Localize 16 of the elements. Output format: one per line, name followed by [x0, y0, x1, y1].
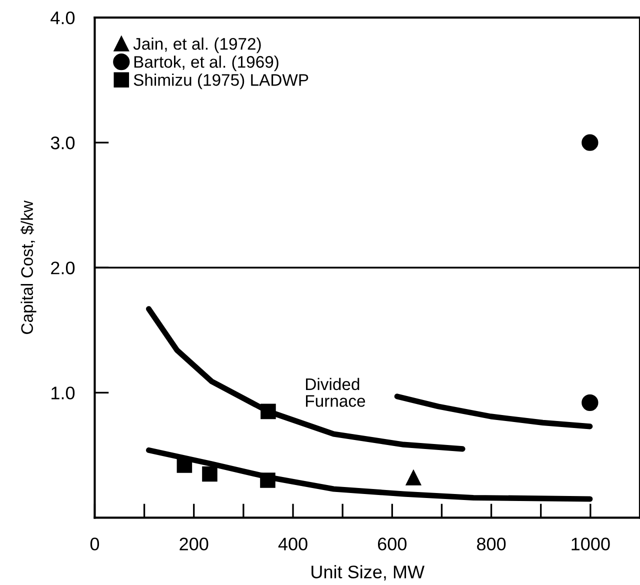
y-tick-label: 1.0	[52, 386, 75, 400]
x-tick-label: 0	[90, 538, 100, 550]
y-tick-label: 3.0	[50, 136, 75, 150]
y-tick-label: 2.0	[51, 262, 75, 274]
legend-label: Bartok, et al. (1969)	[134, 56, 278, 72]
x-tick-label: 400	[278, 538, 308, 550]
annotation: Divided Furnace	[306, 378, 366, 407]
y-tick-label: 4.0	[50, 11, 75, 24]
x-tick-label: 200	[180, 538, 208, 550]
legend-label: Jain, et al. (1972)	[133, 38, 261, 54]
legend-label: Shimizu (1975) LADWP	[134, 74, 308, 90]
x-tick-label: 1000	[572, 538, 610, 550]
y-axis-title: Capital Cost, $/kw	[20, 200, 36, 334]
x-tick-label: 800	[477, 538, 506, 550]
x-tick-label: 600	[378, 538, 407, 550]
x-axis-title: Unit Size, MW	[312, 565, 424, 581]
